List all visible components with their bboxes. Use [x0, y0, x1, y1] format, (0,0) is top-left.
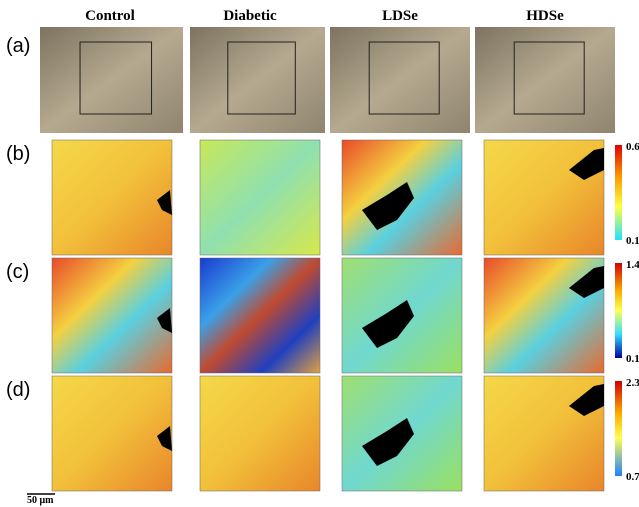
- scale-bar-label: 50 μm: [27, 495, 54, 506]
- column-header: HDSe: [526, 8, 564, 24]
- figure: 50 μm Control Diabetic LDSe HDSe (a) (b) (c) (d…: [0, 0, 639, 507]
- colorbar: [615, 263, 622, 358]
- colorbar-max: 1.4: [626, 259, 639, 271]
- column-header: Control: [85, 8, 135, 24]
- row-label: (d): [6, 379, 30, 401]
- map-panel: [52, 258, 172, 373]
- row-label: (c): [6, 261, 29, 283]
- map-panel: [200, 258, 320, 373]
- colorbar-max: 2.3: [626, 377, 639, 389]
- map-panel: [52, 376, 172, 491]
- colorbar-min: 0.1: [626, 235, 639, 247]
- colorbar: [615, 381, 622, 476]
- colorbar-min: 0.7: [626, 471, 639, 483]
- colorbar: [615, 145, 622, 240]
- micrograph: [40, 27, 183, 133]
- map-panel: [200, 140, 320, 255]
- colorbar-max: 0.6: [626, 141, 639, 153]
- colorbar-min: 0.1: [626, 353, 639, 365]
- column-header: LDSe: [382, 8, 418, 24]
- column-header: Diabetic: [223, 8, 277, 24]
- micrograph: [190, 27, 325, 133]
- micrograph: [330, 27, 470, 133]
- map-panel: [52, 140, 172, 255]
- map-panel: [200, 376, 320, 491]
- row-label: (a): [6, 35, 30, 57]
- row-label: (b): [6, 143, 30, 165]
- micrograph: [475, 27, 615, 133]
